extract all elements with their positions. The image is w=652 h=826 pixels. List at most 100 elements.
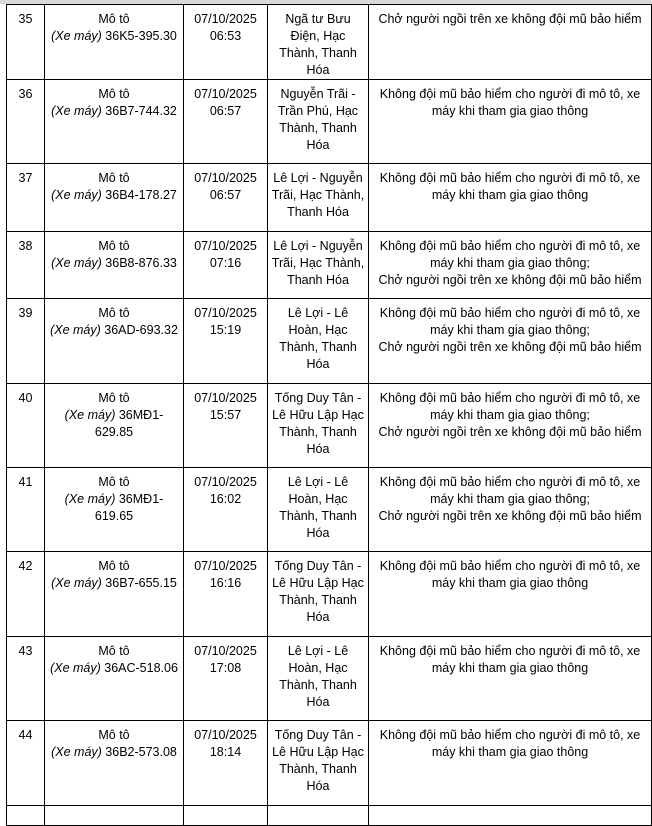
vehicle-cell: Mô tô (Xe máy) 36B4-178.27 bbox=[44, 163, 184, 232]
time: 16:16 bbox=[209, 576, 242, 590]
violation-line: Chở người ngồi trên xe không đội mũ bảo … bbox=[378, 273, 642, 287]
datetime-cell: 07/10/2025 06:57 bbox=[183, 163, 268, 232]
violation-line: Chở người ngồi trên xe không đội mũ bảo … bbox=[378, 509, 642, 523]
location-cell: Lê Lợi - Nguyễn Trãi, Hạc Thành, Thanh H… bbox=[267, 231, 369, 299]
violation-cell: Không đội mũ bảo hiểm cho người đi mô tô… bbox=[368, 636, 652, 721]
date: 07/10/2025 bbox=[194, 306, 257, 320]
row-number: 40 bbox=[6, 383, 45, 468]
violation-line: Chở người ngồi trên xe không đội mũ bảo … bbox=[378, 12, 642, 26]
datetime-cell: 07/10/2025 07:16 bbox=[183, 231, 268, 299]
violation-cell: Không đội mũ bảo hiểm cho người đi mô tô… bbox=[368, 298, 652, 384]
time: 06:57 bbox=[209, 104, 242, 118]
row-number: 39 bbox=[6, 298, 45, 384]
vehicle-subtype: (Xe máy) bbox=[51, 104, 102, 118]
datetime-cell: 07/10/2025 15:57 bbox=[183, 383, 268, 468]
time: 17:08 bbox=[209, 661, 242, 675]
violation-line: Không đội mũ bảo hiểm cho người đi mô tô… bbox=[379, 559, 641, 590]
table-row: 35 Mô tô (Xe máy) 36K5-395.30 07/10/2025 0… bbox=[6, 4, 652, 80]
vehicle-cell: Mô tô (Xe máy) 36B7-744.32 bbox=[44, 79, 184, 164]
datetime-cell: 07/10/2025 16:02 bbox=[183, 467, 268, 552]
location-cell: Tống Duy Tân - Lê Hữu Lập Hạc Thành, Tha… bbox=[267, 720, 369, 806]
datetime-cell: 07/10/2025 18:14 bbox=[183, 720, 268, 806]
date: 07/10/2025 bbox=[194, 644, 257, 658]
vehicle-cell: Mô tô (Xe máy) 36B2-573.08 bbox=[44, 720, 184, 806]
violation-line: Không đội mũ bảo hiểm cho người đi mô tô… bbox=[379, 391, 641, 422]
vehicle-subtype: (Xe máy) bbox=[51, 576, 102, 590]
datetime-cell: 07/10/2025 16:16 bbox=[183, 551, 268, 637]
time: 06:57 bbox=[209, 188, 242, 202]
violation-cell: Không đội mũ bảo hiểm cho người đi mô tô… bbox=[368, 467, 652, 552]
violation-line: Không đội mũ bảo hiểm cho người đi mô tô… bbox=[379, 728, 641, 759]
time: 18:14 bbox=[209, 745, 242, 759]
violation-line: Không đội mũ bảo hiểm cho người đi mô tô… bbox=[379, 644, 641, 675]
time: 15:57 bbox=[209, 408, 242, 422]
location-cell: Nguyễn Trãi - Trần Phú, Hạc Thành, Thanh… bbox=[267, 79, 369, 164]
table-row: 40 Mô tô (Xe máy) 36MĐ1-629.85 07/10/2025… bbox=[6, 383, 652, 468]
table-row: 39 Mô tô (Xe máy) 36AD-693.32 07/10/2025 1… bbox=[6, 298, 652, 384]
table-row: 41 Mô tô (Xe máy) 36MĐ1-619.65 07/10/2025… bbox=[6, 467, 652, 552]
license-plate: 36K5-395.30 bbox=[105, 29, 177, 43]
license-plate: 36AC-518.06 bbox=[104, 661, 178, 675]
date: 07/10/2025 bbox=[194, 728, 257, 742]
vehicle-cell: Mô tô (Xe máy) 36MĐ1-619.65 bbox=[44, 467, 184, 552]
violation-cell: Không đội mũ bảo hiểm cho người đi mô tô… bbox=[368, 551, 652, 637]
location-cell: Lê Lợi - Lê Hoàn, Hạc Thành, Thanh Hóa bbox=[267, 298, 369, 384]
violation-cell: Chở người ngồi trên xe không đội mũ bảo … bbox=[368, 4, 652, 80]
vehicle-cell: Mô tô (Xe máy) 36AD-693.32 bbox=[44, 298, 184, 384]
date: 07/10/2025 bbox=[194, 171, 257, 185]
location-cell: Lê Lợi - Lê Hoàn, Hạc Thành, Thanh Hóa bbox=[267, 467, 369, 552]
license-plate: 36B2-573.08 bbox=[105, 745, 177, 759]
row-number: 43 bbox=[6, 636, 45, 721]
date: 07/10/2025 bbox=[194, 391, 257, 405]
row-number: 41 bbox=[6, 467, 45, 552]
violation-line: Không đội mũ bảo hiểm cho người đi mô tô… bbox=[379, 306, 641, 337]
violation-cell: Không đội mũ bảo hiểm cho người đi mô tô… bbox=[368, 383, 652, 468]
violation-line: Không đội mũ bảo hiểm cho người đi mô tô… bbox=[379, 87, 641, 118]
violation-line: Không đội mũ bảo hiểm cho người đi mô tô… bbox=[379, 475, 641, 506]
violation-line: Không đội mũ bảo hiểm cho người đi mô tô… bbox=[379, 171, 641, 202]
time: 15:19 bbox=[209, 323, 242, 337]
location-cell: Tống Duy Tân - Lê Hữu Lập Hạc Thành, Tha… bbox=[267, 551, 369, 637]
row-number: 44 bbox=[6, 720, 45, 806]
table-row-partial bbox=[6, 805, 652, 826]
location-cell: Lê Lợi - Lê Hoàn, Hạc Thành, Thanh Hóa bbox=[267, 636, 369, 721]
date: 07/10/2025 bbox=[194, 239, 257, 253]
license-plate: 36MĐ1-619.65 bbox=[94, 492, 164, 523]
date: 07/10/2025 bbox=[194, 475, 257, 489]
datetime-cell: 07/10/2025 06:53 bbox=[183, 4, 268, 80]
violation-cell: Không đội mũ bảo hiểm cho người đi mô tô… bbox=[368, 163, 652, 232]
vehicle-type: Mô tô bbox=[98, 171, 130, 185]
violation-cell: Không đội mũ bảo hiểm cho người đi mô tô… bbox=[368, 720, 652, 806]
date: 07/10/2025 bbox=[194, 12, 257, 26]
table-row: 44 Mô tô (Xe máy) 36B2-573.08 07/10/2025 1… bbox=[6, 720, 652, 806]
vehicle-type: Mô tô bbox=[98, 306, 130, 320]
datetime-cell: 07/10/2025 17:08 bbox=[183, 636, 268, 721]
datetime-cell: 07/10/2025 06:57 bbox=[183, 79, 268, 164]
time: 07:16 bbox=[209, 256, 242, 270]
license-plate: 36B7-744.32 bbox=[105, 104, 177, 118]
vehicle-type: Mô tô bbox=[98, 87, 130, 101]
vehicle-subtype: (Xe máy) bbox=[50, 661, 101, 675]
license-plate: 36AD-693.32 bbox=[104, 323, 178, 337]
vehicle-type: Mô tô bbox=[98, 239, 130, 253]
table-row: 43 Mô tô (Xe máy) 36AC-518.06 07/10/2025 1… bbox=[6, 636, 652, 721]
vehicle-cell: Mô tô (Xe máy) 36B8-876.33 bbox=[44, 231, 184, 299]
top-strip bbox=[0, 0, 652, 4]
table-row: 36 Mô tô (Xe máy) 36B7-744.32 07/10/2025 0… bbox=[6, 79, 652, 164]
violation-line: Không đội mũ bảo hiểm cho người đi mô tô… bbox=[379, 239, 641, 270]
violations-table: 35 Mô tô (Xe máy) 36K5-395.30 07/10/2025 0… bbox=[6, 4, 652, 826]
vehicle-subtype: (Xe máy) bbox=[51, 745, 102, 759]
vehicle-subtype: (Xe máy) bbox=[51, 256, 102, 270]
violation-line: Chở người ngồi trên xe không đội mũ bảo … bbox=[378, 340, 642, 354]
vehicle-cell: Mô tô (Xe máy) 36K5-395.30 bbox=[44, 4, 184, 80]
vehicle-cell: Mô tô (Xe máy) 36B7-655.15 bbox=[44, 551, 184, 637]
table-row: 42 Mô tô (Xe máy) 36B7-655.15 07/10/2025 1… bbox=[6, 551, 652, 637]
date: 07/10/2025 bbox=[194, 87, 257, 101]
license-plate: 36B4-178.27 bbox=[105, 188, 177, 202]
vehicle-subtype: (Xe máy) bbox=[51, 188, 102, 202]
vehicle-subtype: (Xe máy) bbox=[51, 29, 102, 43]
time: 06:53 bbox=[209, 29, 242, 43]
license-plate: 36MĐ1-629.85 bbox=[94, 408, 164, 439]
vehicle-cell: Mô tô (Xe máy) 36AC-518.06 bbox=[44, 636, 184, 721]
row-number: 37 bbox=[6, 163, 45, 232]
